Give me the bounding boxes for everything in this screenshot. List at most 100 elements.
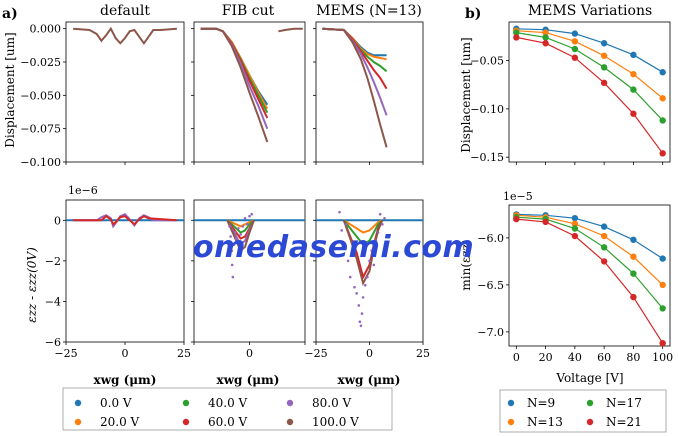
- data-point: [542, 40, 549, 47]
- legend-label: 0.0 V: [100, 396, 132, 410]
- scatter-point: [344, 223, 348, 226]
- xtick-label: 0: [513, 351, 520, 364]
- data-point: [659, 95, 666, 102]
- data-point: [600, 258, 608, 265]
- legend-marker: [507, 399, 515, 407]
- offset-text-strain-a: 1e−6: [68, 184, 98, 197]
- data-point: [513, 34, 520, 41]
- series-line-5: [322, 27, 388, 148]
- title-mems-n13: MEMS (N=13): [316, 3, 422, 19]
- data-point: [542, 218, 549, 226]
- series-line-3: [516, 218, 664, 344]
- series-line-1: [226, 219, 255, 228]
- data-point: [571, 38, 579, 45]
- scatter-point: [237, 227, 240, 230]
- legend-marker: [182, 399, 190, 407]
- legend-n: [499, 389, 667, 433]
- scatter-point: [230, 263, 234, 267]
- ytick-label: −0.05: [470, 55, 504, 68]
- panel-1: [191, 21, 306, 165]
- ytick-label: −4: [45, 295, 61, 308]
- data-point: [600, 232, 608, 240]
- ytick-label: 0.000: [30, 23, 62, 36]
- series-line-2: [200, 27, 269, 114]
- scatter-point: [248, 214, 251, 218]
- ytick-label: −0.075: [20, 123, 61, 136]
- data-point: [630, 293, 637, 301]
- data-point: [630, 236, 637, 243]
- scatter-point: [239, 233, 242, 236]
- ylabel-displacement-b: Displacement [um]: [459, 37, 473, 152]
- scatter-point: [229, 235, 232, 238]
- legend-marker: [74, 399, 82, 407]
- data-point: [659, 255, 666, 262]
- series-line-0: [516, 213, 664, 260]
- scatter-point: [363, 283, 367, 287]
- legend-marker: [286, 399, 294, 407]
- scatter-point: [355, 292, 358, 295]
- data-point: [630, 110, 637, 117]
- scatter-point: [357, 304, 361, 307]
- scatter-point: [368, 259, 371, 263]
- data-point: [659, 117, 666, 124]
- ytick-label: −2: [45, 255, 61, 268]
- series-line-5: [200, 27, 269, 143]
- scatter-point: [228, 225, 231, 228]
- series-line-5: [226, 219, 255, 253]
- scatter-point: [241, 225, 245, 228]
- xtick-label: 0: [246, 347, 253, 360]
- legend-marker: [286, 418, 294, 426]
- legend-voltage: [62, 387, 393, 431]
- legend-label: N=21: [606, 415, 642, 429]
- panel-5: −25 0 25: [304, 199, 430, 360]
- data-point: [659, 281, 666, 289]
- series-line-0: [516, 28, 664, 73]
- xlabel-voltage: Voltage [V]: [555, 371, 623, 385]
- scatter-point: [381, 223, 384, 226]
- xtick-label: 80: [626, 351, 640, 364]
- scatter-point: [342, 243, 346, 246]
- panel-frame-7: [508, 204, 671, 347]
- series-line-2: [343, 219, 383, 246]
- series-line-2: [73, 214, 177, 226]
- scatter-point: [376, 231, 380, 234]
- panel-0: 0.000 −0.025 −0.050 −0.075 −0.100: [20, 21, 185, 169]
- scatter-point: [250, 212, 254, 216]
- series-line-2: [516, 32, 664, 121]
- scatter-point: [361, 296, 365, 299]
- legend-label: 80.0 V: [312, 396, 352, 410]
- scatter-point: [338, 210, 341, 214]
- data-point: [513, 29, 520, 36]
- legend-label: 60.0 V: [208, 415, 248, 429]
- ytick-label: 0: [54, 214, 61, 227]
- legend-label: N=9: [527, 396, 555, 410]
- panel-frame-6: [508, 21, 671, 163]
- scatter-point: [370, 249, 373, 253]
- xlabel-wg-2: xwg (μm): [217, 373, 280, 387]
- xtick-label: 0: [366, 347, 373, 360]
- ylabel-min-strain-b: min(εzz): [459, 239, 473, 290]
- title-fib-cut: FIB cut: [222, 3, 275, 19]
- legend-marker: [507, 418, 515, 426]
- data-point: [571, 225, 579, 232]
- ytick-label: −0.050: [20, 89, 61, 102]
- ylabel-displacement-a: Displacement [um]: [3, 32, 17, 147]
- ytick-label: −0.15: [470, 151, 504, 164]
- series-line-2: [516, 216, 664, 309]
- panel-7: −6.0 −6.5 −7.0 0 20 40 60 80 100: [477, 204, 673, 364]
- series-line-1: [343, 219, 383, 234]
- data-point: [600, 79, 608, 87]
- scatter-point: [351, 249, 354, 253]
- data-point: [571, 214, 579, 222]
- data-point: [630, 86, 637, 93]
- data-point: [630, 70, 637, 78]
- title-default: default: [100, 3, 150, 19]
- panel-3: 0 −2 −4 −6−25 0 25: [45, 199, 191, 360]
- ylabel-strain-a: εzz - εzz(0V): [25, 247, 39, 323]
- legend-marker: [74, 418, 82, 426]
- scatter-point: [231, 275, 235, 279]
- legend-marker: [586, 399, 594, 407]
- scatter-point: [359, 324, 363, 328]
- ytick-label: −6: [45, 336, 61, 349]
- data-point: [659, 339, 666, 347]
